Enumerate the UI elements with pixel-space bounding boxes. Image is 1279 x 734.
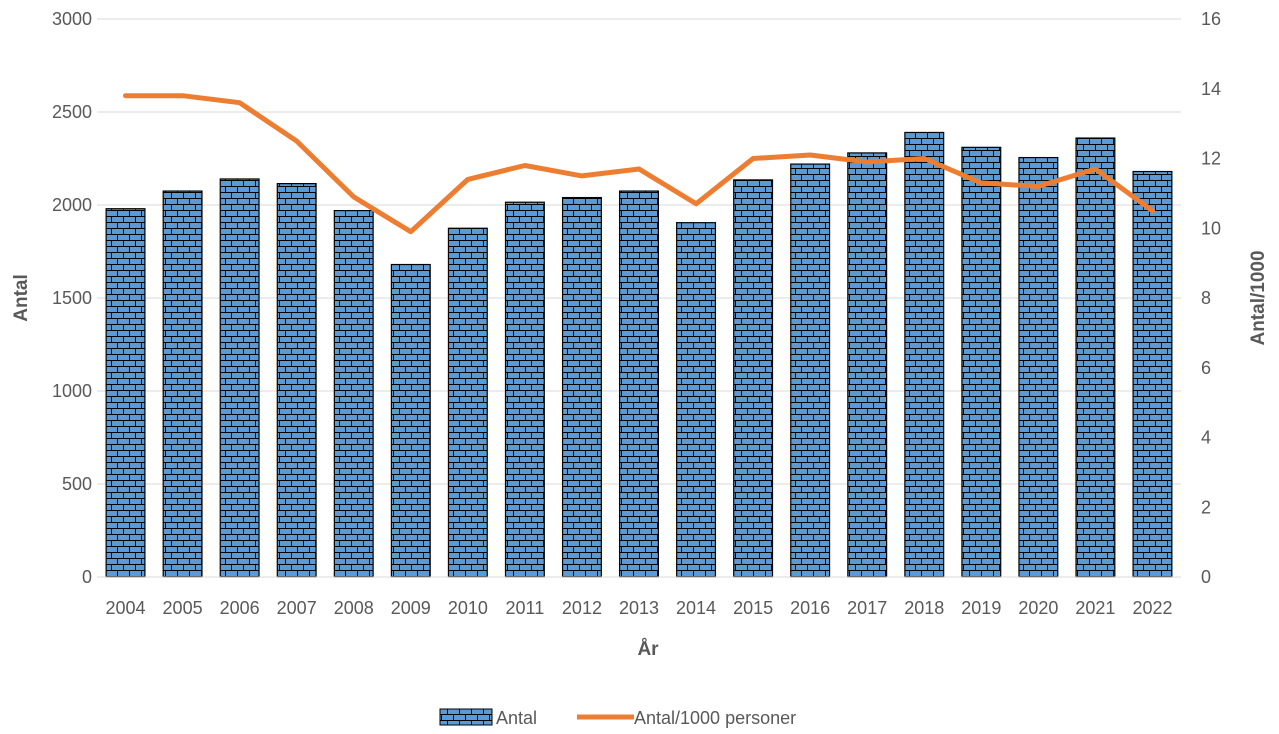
x-tick-label: 2018 bbox=[904, 598, 944, 618]
bar-2018 bbox=[904, 131, 945, 578]
bar-2014 bbox=[676, 222, 717, 578]
y2-tick-label: 4 bbox=[1201, 428, 1211, 448]
x-tick-label: 2021 bbox=[1075, 598, 1115, 618]
x-tick-label: 2011 bbox=[506, 598, 545, 618]
x-tick-label: 2004 bbox=[106, 598, 146, 618]
bar-2015 bbox=[733, 179, 774, 578]
y2-tick-label: 12 bbox=[1201, 149, 1221, 169]
x-tick-label: 2012 bbox=[562, 598, 602, 618]
bar-2007 bbox=[276, 183, 317, 578]
x-tick-label: 2008 bbox=[334, 598, 374, 618]
bar-2004 bbox=[105, 208, 146, 578]
y2-tick-label: 2 bbox=[1201, 497, 1211, 517]
left-axis: 0 500 1000 1500 2000 2500 3000 bbox=[52, 9, 92, 587]
bar-2008 bbox=[333, 209, 374, 578]
bar-2005 bbox=[162, 190, 203, 578]
y2-tick-label: 0 bbox=[1201, 567, 1211, 587]
bar-2006 bbox=[219, 178, 260, 578]
x-axis-title: År bbox=[637, 639, 659, 660]
bar-2016 bbox=[790, 163, 831, 578]
y2-axis-title: Antal/1000 bbox=[1248, 250, 1269, 345]
x-tick-label: 2020 bbox=[1018, 598, 1058, 618]
right-axis: 0 2 4 6 8 10 12 14 16 bbox=[1201, 9, 1221, 587]
bar-series bbox=[105, 131, 1173, 578]
bar-2012 bbox=[561, 196, 602, 578]
legend-antal-swatch bbox=[439, 708, 493, 726]
y-tick-label: 1500 bbox=[52, 288, 92, 308]
bar-2017 bbox=[847, 152, 888, 578]
x-tick-label: 2013 bbox=[619, 598, 659, 618]
bar-2020 bbox=[1018, 156, 1059, 578]
x-tick-label: 2009 bbox=[391, 598, 431, 618]
y-tick-label: 1000 bbox=[52, 381, 92, 401]
bar-2019 bbox=[961, 146, 1002, 578]
y2-tick-label: 16 bbox=[1201, 9, 1221, 29]
x-tick-label: 2007 bbox=[277, 598, 317, 618]
line-series bbox=[123, 93, 1155, 235]
legend: Antal Antal/1000 personer bbox=[439, 708, 796, 728]
y2-tick-label: 14 bbox=[1201, 79, 1221, 99]
y-tick-label: 2000 bbox=[52, 195, 92, 215]
bar-2022 bbox=[1132, 170, 1173, 578]
y-tick-label: 2500 bbox=[52, 102, 92, 122]
x-tick-label: 2016 bbox=[790, 598, 830, 618]
x-tick-label: 2005 bbox=[163, 598, 203, 618]
y-tick-label: 0 bbox=[82, 567, 92, 587]
x-tick-label: 2014 bbox=[676, 598, 716, 618]
x-tick-label: 2015 bbox=[733, 598, 773, 618]
y2-tick-label: 10 bbox=[1201, 218, 1221, 238]
bar-2010 bbox=[447, 227, 488, 578]
legend-rate-label: Antal/1000 personer bbox=[634, 708, 796, 728]
bar-2011 bbox=[504, 201, 545, 578]
y2-tick-label: 8 bbox=[1201, 288, 1211, 308]
x-tick-label: 2017 bbox=[847, 598, 887, 618]
bar-2009 bbox=[390, 263, 431, 578]
y-tick-label: 500 bbox=[62, 474, 92, 494]
x-tick-label: 2010 bbox=[448, 598, 488, 618]
legend-antal-label: Antal bbox=[496, 708, 537, 728]
y2-tick-label: 6 bbox=[1201, 358, 1211, 378]
x-tick-label: 2022 bbox=[1132, 598, 1172, 618]
x-tick-label: 2019 bbox=[961, 598, 1001, 618]
y-axis-title: Antal bbox=[11, 274, 32, 322]
x-axis: 2004 2005 2006 2007 2008 2009 2010 2011 2012 2013… bbox=[106, 598, 1173, 618]
y-tick-label: 3000 bbox=[52, 9, 92, 29]
x-tick-label: 2006 bbox=[220, 598, 260, 618]
line-antal-per-1000 bbox=[123, 93, 1155, 235]
bar-2013 bbox=[619, 190, 659, 578]
bar-2021 bbox=[1075, 137, 1116, 578]
